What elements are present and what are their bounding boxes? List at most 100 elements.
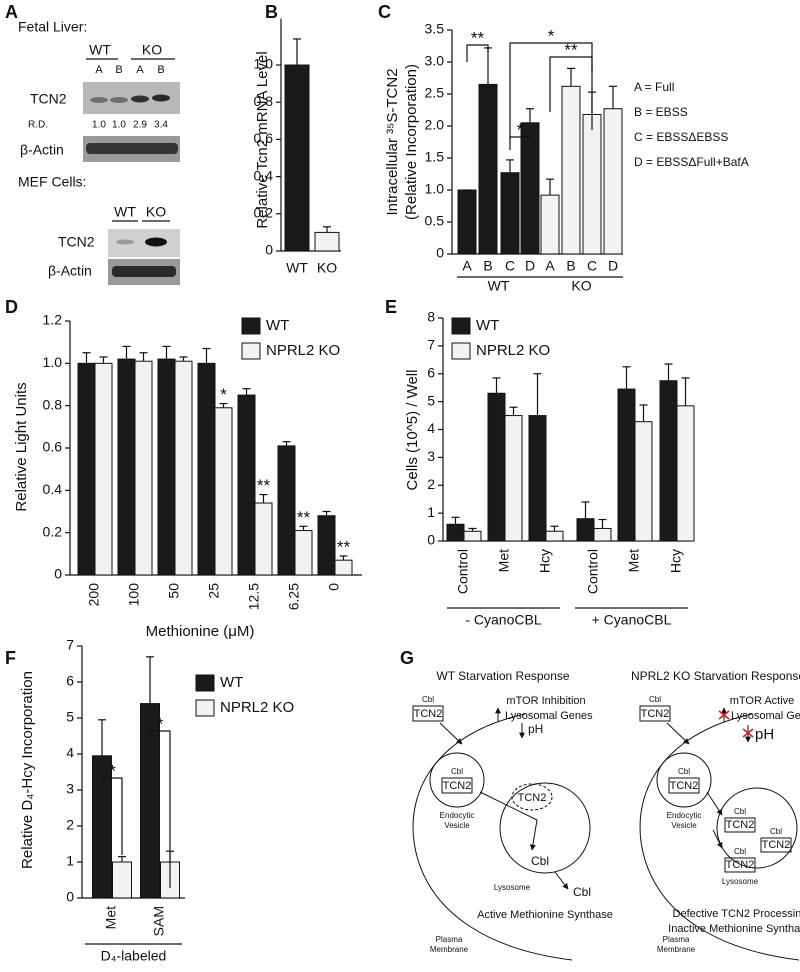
bar [317,515,336,576]
bar [576,518,595,542]
bar [561,85,581,255]
tcn2-box [412,705,444,722]
y-tick-label: 0.6 [254,130,274,146]
ph-label: pH [528,722,543,736]
lane-label: B [157,64,164,76]
x-tick-label: WT [286,260,308,276]
vesicle-label: Vesicle [671,821,697,830]
bar [446,523,465,542]
y-tick-label: 6 [66,673,74,689]
tcn2-label: TCN2 [726,859,755,871]
bar [197,362,216,576]
x-tick-label: Control [585,549,601,594]
legend-label: NPRL2 KO [266,342,340,359]
blot-title: Fetal Liver: [18,19,87,35]
x-tick-label: A [462,258,472,274]
significance: * [548,26,555,45]
significance: * [109,761,116,780]
lane-label: KO [146,204,166,220]
degraded-tcn2 [511,783,553,811]
diagram-title: WT Starvation Response [436,669,569,683]
y-tick-label: 1.0 [254,56,274,72]
legend-label: WT [266,317,289,334]
y-tick-label: 2 [66,817,74,833]
y-tick-label: 0.4 [43,481,63,497]
y-tick-label: 0.8 [254,93,274,109]
ph-label: pH [755,726,774,743]
tcn2-box [441,777,473,794]
membrane-label: Plasma [436,935,463,944]
endocytic-vesicle [656,752,712,808]
tcn2-label: TCN2 [670,780,699,792]
x-tick-label: 100 [126,583,142,607]
y-tick-label: 0.5 [425,213,445,229]
tcn2-label: TCN2 [641,708,670,720]
group-label: - CyanoCBL [465,612,541,628]
bar [634,421,653,542]
x-tick-label: Hcy [537,549,553,573]
legend-label: WT [476,317,499,334]
cbl-label: Cbl [422,695,434,704]
bar [254,502,273,576]
cbl-label: Cbl [531,854,549,868]
blot-target: TCN2 [30,91,67,107]
x-tick-label: D [608,258,618,274]
y-axis-label: Relative Tcn2 mRNA Level [254,51,271,228]
x-tick-label: Met [496,549,512,572]
vesicle-label: Endocytic [667,811,702,820]
x-tick-label: 200 [86,583,102,607]
outcome-label: Inactive Methionine Synthase [668,923,800,935]
y-tick-label: 3.0 [425,53,445,69]
x-tick-label: 12.5 [246,583,262,610]
bar [157,358,176,576]
cbl-label: Cbl [734,847,746,856]
significance: ** [564,40,578,59]
panel-label: D [5,297,18,317]
bar [112,861,132,899]
bar [540,194,560,255]
lysosome [499,782,591,874]
x-tick-label: KO [317,260,337,276]
significance-bracket [102,777,123,855]
y-axis-label: Cells (10^5) / Well [404,370,421,491]
y-axis-label: Relative D₄-Hcy Incorporation [19,671,36,869]
x-tick-label: 6.25 [286,583,302,610]
lysosome [716,787,798,869]
rd-label: R.D. [28,120,48,131]
x-tick-label: 0 [326,583,342,591]
panel-label: A [5,2,18,22]
y-tick-label: 0.8 [43,396,63,412]
bar [463,530,482,542]
y-tick-label: 5 [66,709,74,725]
y-tick-label: 0.2 [254,205,274,221]
arrow [554,871,569,890]
x-tick-label: Control [455,549,471,594]
y-tick-label: 2 [427,476,435,492]
significance: ** [337,537,351,556]
legend-swatch [241,342,261,360]
lysosome-label: Lysosome [494,883,531,892]
y-axis-label: Intracellular ³⁵S-TCN2 [384,68,401,215]
panel-label: G [400,648,414,668]
bar [457,189,477,255]
band [110,97,128,103]
band [86,143,178,154]
significance: * [220,385,227,404]
bar [582,113,602,255]
significance-bracket [509,42,593,140]
genes-label: Lysosomal Genes [731,710,800,722]
y-tick-label: 0.4 [254,167,274,183]
panel-a: A Fetal Liver: WT KO A B A B TCN2 R.D. 1… [5,2,180,285]
lane-label: WT [114,204,136,220]
x-tick-label: C [505,258,515,274]
y-tick-label: 1.5 [425,149,445,165]
bar [214,407,233,576]
lane-label: A [95,64,103,76]
x-tick-label: B [566,258,575,274]
tcn2-box [639,705,671,722]
bar [92,755,112,899]
bar [94,362,113,576]
bar [134,360,153,576]
significance: ** [297,508,311,527]
tcn2-label: TCN2 [726,819,755,831]
